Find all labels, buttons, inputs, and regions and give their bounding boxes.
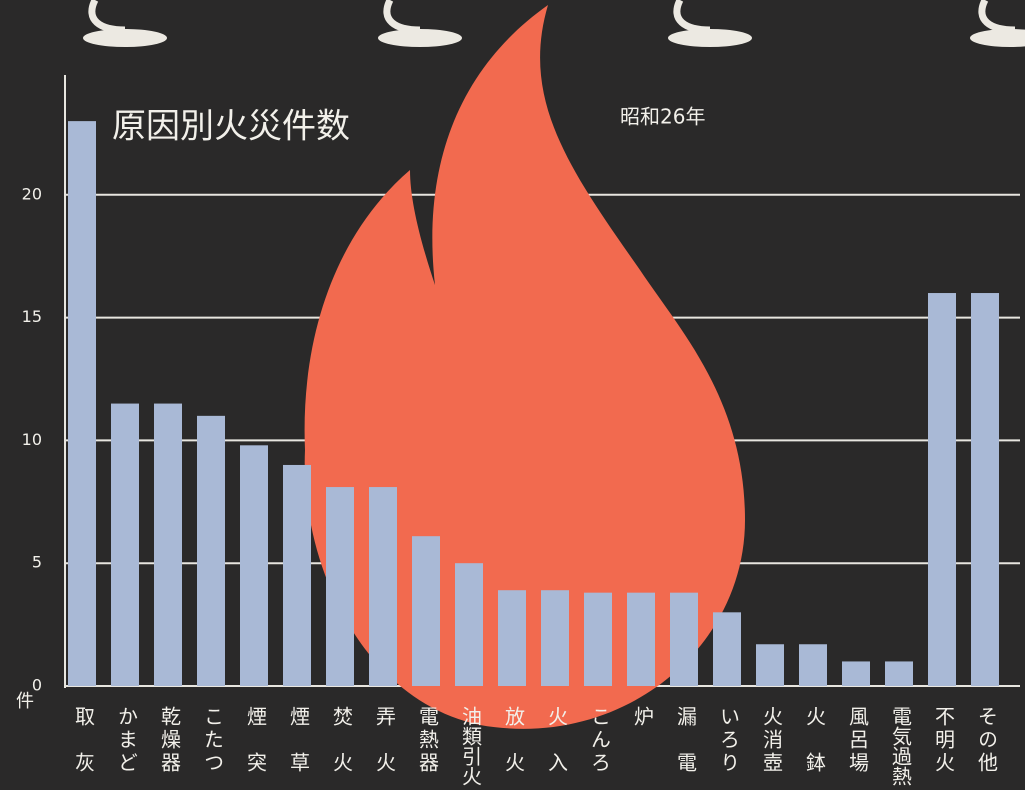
bar [842,661,870,686]
x-tick-label: こたつ [201,706,225,775]
bar [455,563,483,686]
bar [197,415,225,686]
y-tick-label: 20 [22,184,42,203]
x-tick-label: 煙突 [244,706,268,790]
x-tick-label: いろり [717,706,741,775]
bar [498,590,526,686]
bar [885,661,913,686]
x-tick-label: 風呂場 [846,706,870,775]
bar [154,403,182,686]
bar [326,487,354,686]
bar [928,293,956,686]
bar [584,592,612,686]
x-tick-label: その他 [975,706,999,775]
x-tick-label: かまど [115,706,139,775]
chart-title: 原因別火災件数 [112,107,350,147]
x-tick-label: 不明火 [932,706,956,775]
bar [713,612,741,686]
x-tick-label: 乾燥器 [158,706,182,775]
decoration [83,29,1025,47]
bar [369,487,397,686]
bar [541,590,569,686]
y-axis-label: 件 [16,691,34,712]
y-tick-label: 10 [22,430,42,449]
bar [283,464,311,686]
x-tick-label: 電気過熱 [889,706,913,786]
y-tick-label: 0 [32,676,42,695]
bar [971,293,999,686]
bar [68,121,96,687]
bar [111,403,139,686]
x-tick-label: こんろ [588,706,612,775]
x-tick-label: 電熱器 [416,706,440,775]
x-tick-label: 火入 [545,706,569,790]
bar [240,445,268,686]
bar [627,592,655,686]
y-tick-label: 5 [32,553,42,572]
bar [799,644,827,686]
x-tick-label: 油類引火 [459,706,483,786]
x-tick-label: 煙草 [287,706,311,790]
bar [756,644,784,686]
x-tick-label: 取灰 [72,706,96,790]
y-tick-label: 15 [22,307,42,326]
bar [412,536,440,686]
chart-subtitle: 昭和26年 [620,105,705,129]
x-tick-label: 弄火 [373,706,397,790]
x-tick-label: 放火 [502,706,526,790]
x-tick-label: 漏電 [674,706,698,790]
x-tick-label: 焚火 [330,706,354,790]
bar [670,592,698,686]
x-tick-label: 火鉢 [803,706,827,790]
x-tick-label: 火消壺 [760,706,784,775]
x-tick-label: 炉 [631,706,655,726]
